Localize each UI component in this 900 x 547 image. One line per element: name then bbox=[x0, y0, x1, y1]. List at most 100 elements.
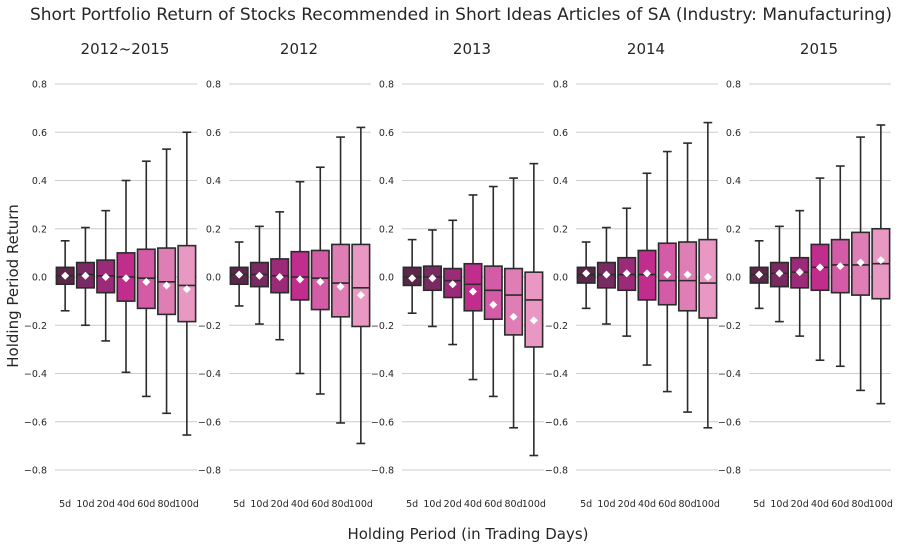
mean-marker bbox=[663, 270, 672, 279]
box-body bbox=[483, 265, 503, 321]
y-tick-label: −0.8 bbox=[198, 466, 221, 477]
box-80d bbox=[851, 136, 871, 392]
mean-marker bbox=[816, 263, 824, 272]
y-tick-label: 0.8 bbox=[553, 80, 568, 91]
panel-title: 2013 bbox=[453, 40, 491, 58]
x-tick-label: 20d bbox=[618, 499, 636, 510]
box-80d bbox=[331, 136, 351, 424]
y-tick-label: 0.0 bbox=[379, 273, 394, 284]
box-100d bbox=[871, 124, 891, 405]
box-20d bbox=[96, 209, 116, 342]
box-5d bbox=[576, 241, 596, 310]
mean-marker bbox=[602, 270, 611, 279]
x-tick-label: 40d bbox=[117, 499, 135, 510]
y-tick-label: 0.8 bbox=[32, 80, 47, 91]
mean-marker bbox=[582, 269, 591, 278]
x-tick-label: 80d bbox=[852, 499, 870, 510]
box-20d bbox=[443, 219, 463, 346]
chart-title: Short Portfolio Return of Stocks Recomme… bbox=[30, 5, 892, 25]
mean-marker bbox=[296, 275, 304, 284]
x-tick-label: 5d bbox=[233, 499, 245, 510]
y-tick-label: −0.6 bbox=[371, 417, 394, 428]
y-tick-label: −0.6 bbox=[545, 417, 568, 428]
box-60d bbox=[136, 160, 156, 398]
box-100d bbox=[698, 121, 718, 429]
x-tick-label: 100d bbox=[869, 499, 893, 510]
y-tick-label: 0.2 bbox=[379, 224, 394, 235]
mean-marker bbox=[509, 312, 518, 321]
box-10d bbox=[422, 229, 442, 328]
box-60d bbox=[310, 166, 330, 395]
y-tick-label: −0.4 bbox=[371, 369, 394, 380]
mean-marker bbox=[428, 274, 437, 283]
x-tick-label: 60d bbox=[311, 499, 329, 510]
y-tick-label: 0.6 bbox=[32, 128, 47, 139]
mean-marker bbox=[275, 273, 284, 281]
box-80d bbox=[157, 148, 177, 415]
x-tick-label: 60d bbox=[658, 499, 676, 510]
box-5d bbox=[229, 241, 249, 307]
x-tick-label: 80d bbox=[158, 499, 176, 510]
y-tick-label: 0.4 bbox=[379, 176, 394, 187]
mean-marker bbox=[61, 271, 70, 280]
mean-marker bbox=[683, 270, 692, 279]
mean-marker bbox=[81, 271, 90, 280]
mean-marker bbox=[356, 291, 365, 300]
box-body bbox=[504, 267, 524, 336]
box-40d bbox=[463, 194, 483, 381]
y-tick-label: −0.8 bbox=[718, 466, 741, 477]
y-tick-label: −0.4 bbox=[24, 369, 47, 380]
y-tick-label: −0.8 bbox=[371, 466, 394, 477]
panel-title: 2015 bbox=[800, 40, 838, 58]
mean-marker bbox=[856, 258, 865, 267]
mean-marker bbox=[448, 280, 457, 289]
box-100d bbox=[177, 131, 197, 436]
y-tick-label: 0.4 bbox=[726, 176, 741, 187]
y-tick-label: 0.2 bbox=[206, 224, 221, 235]
y-tick-label: 0.0 bbox=[32, 273, 47, 284]
mean-marker bbox=[876, 256, 885, 265]
box-10d bbox=[249, 225, 269, 325]
mean-marker bbox=[489, 300, 498, 309]
x-tick-label: 80d bbox=[679, 499, 697, 510]
mean-marker bbox=[408, 274, 417, 283]
mean-marker bbox=[469, 287, 477, 296]
x-tick-label: 60d bbox=[137, 499, 155, 510]
y-tick-label: −0.6 bbox=[718, 417, 741, 428]
x-tick-label: 60d bbox=[484, 499, 502, 510]
panel-2: −0.8 −0.6 −0.4 −0.2 0.0 0.2 0.4 0.6 0.8 2012 5d 10d… bbox=[198, 40, 373, 510]
box-10d bbox=[596, 226, 616, 325]
y-tick-label: −0.6 bbox=[198, 417, 221, 428]
panel-1: −0.8 −0.6 −0.4 −0.2 0.0 0.2 0.4 0.6 0.8 2012~2015… bbox=[24, 40, 199, 510]
mean-marker bbox=[336, 282, 345, 291]
y-tick-label: 0.2 bbox=[553, 224, 568, 235]
y-tick-label: 0.0 bbox=[553, 273, 568, 284]
y-tick-label: 0.8 bbox=[726, 80, 741, 91]
y-tick-label: −0.4 bbox=[198, 369, 221, 380]
x-tick-label: 40d bbox=[291, 499, 309, 510]
box-80d bbox=[504, 177, 524, 429]
mean-marker bbox=[836, 262, 845, 271]
mean-marker bbox=[755, 270, 764, 279]
box-20d bbox=[617, 207, 637, 337]
mean-marker bbox=[101, 273, 110, 281]
box-body bbox=[351, 243, 371, 328]
mean-marker bbox=[122, 274, 130, 283]
y-tick-label: 0.4 bbox=[32, 176, 47, 187]
box-60d bbox=[830, 165, 850, 368]
y-tick-label: −0.4 bbox=[718, 369, 741, 380]
panel-5: −0.8 −0.6 −0.4 −0.2 0.0 0.2 0.4 0.6 0.8 2015 5d 10d… bbox=[718, 40, 893, 510]
y-tick-label: 0.4 bbox=[206, 176, 221, 187]
x-tick-label: 10d bbox=[76, 499, 94, 510]
x-tick-label: 100d bbox=[522, 499, 546, 510]
mean-marker bbox=[162, 281, 171, 290]
y-tick-label: −0.8 bbox=[24, 466, 47, 477]
y-tick-label: 0.0 bbox=[206, 273, 221, 284]
mean-marker bbox=[142, 277, 151, 286]
x-tick-label: 100d bbox=[349, 499, 373, 510]
box-40d bbox=[810, 177, 830, 362]
x-tick-label: 5d bbox=[753, 499, 765, 510]
panel-4: −0.8 −0.6 −0.4 −0.2 0.0 0.2 0.4 0.6 0.8 2014 5d 10d… bbox=[545, 40, 720, 510]
y-tick-label: 0.6 bbox=[206, 128, 221, 139]
mean-marker bbox=[643, 269, 651, 278]
